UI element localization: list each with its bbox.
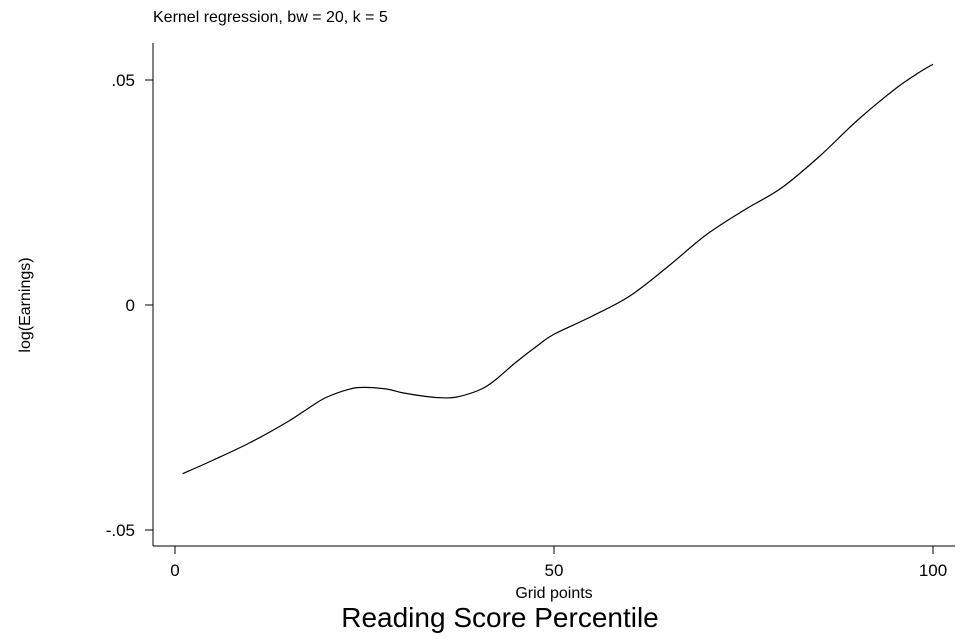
x-ticks: 0 50 100 xyxy=(170,546,947,580)
x-tick-label: 50 xyxy=(545,561,564,580)
y-axis-label: log(Earnings) xyxy=(17,257,34,352)
x-tick-label: 100 xyxy=(919,561,947,580)
series-line xyxy=(182,63,934,475)
y-tick-label: 0 xyxy=(126,296,135,315)
x-tick-label: 0 xyxy=(170,561,179,580)
y-tick-label: -.05 xyxy=(106,521,135,540)
chart-caption: Reading Score Percentile xyxy=(341,602,659,633)
y-tick-label: .05 xyxy=(111,71,135,90)
chart-title: Kernel regression, bw = 20, k = 5 xyxy=(153,9,388,26)
y-ticks: -.05 0 .05 xyxy=(106,71,153,540)
x-axis-label: Grid points xyxy=(515,585,592,602)
